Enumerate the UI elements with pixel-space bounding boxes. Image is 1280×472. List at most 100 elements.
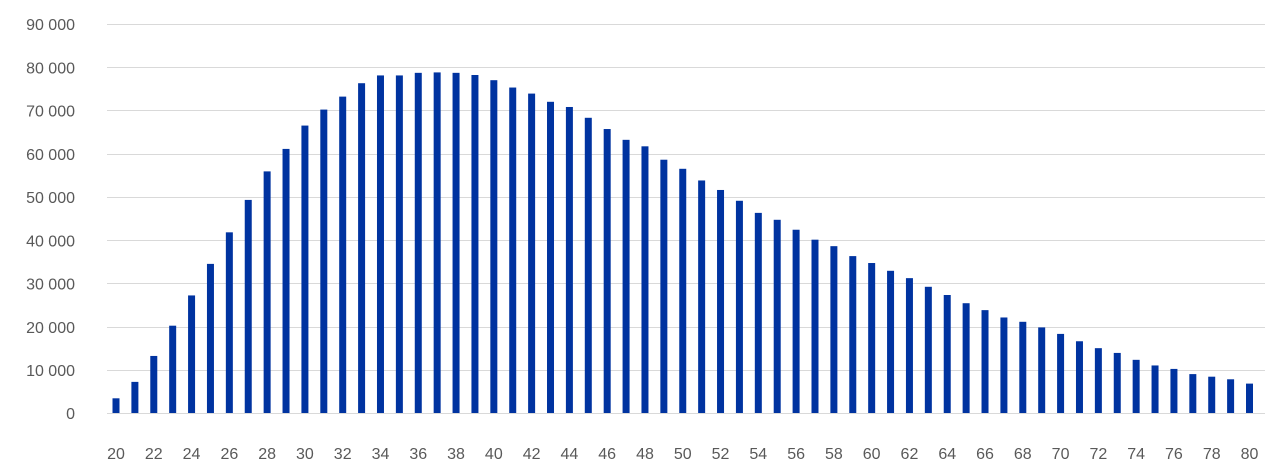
bar-24 <box>188 295 196 413</box>
bar-31 <box>320 109 328 413</box>
x-tick-label: 44 <box>561 446 579 463</box>
bar-49 <box>660 159 668 413</box>
x-axis: 20 22 24 26 28 30 32 34 36 38 40 42 44 46 48 50 52 54 56 58… <box>107 446 1258 463</box>
bar-29 <box>282 148 290 413</box>
bar-39 <box>471 75 479 413</box>
bar-35 <box>395 75 403 413</box>
y-tick-label: 60 000 <box>26 147 75 164</box>
x-tick-label: 72 <box>1089 446 1107 463</box>
bar-45 <box>584 117 592 413</box>
bar-21 <box>131 381 139 413</box>
x-tick-label: 62 <box>901 446 919 463</box>
x-tick-label: 42 <box>523 446 541 463</box>
x-tick-label: 40 <box>485 446 503 463</box>
bar-42 <box>528 93 536 414</box>
y-tick-label: 50 000 <box>26 190 75 207</box>
y-tick-label: 20 000 <box>26 320 75 337</box>
x-tick-label: 80 <box>1241 446 1259 463</box>
bar-50 <box>679 168 687 413</box>
y-axis: 0 10 000 20 000 30 000 40 000 50 000 60 000 70 … <box>26 17 75 423</box>
bar-22 <box>150 355 158 413</box>
bar-77 <box>1189 374 1197 413</box>
x-tick-label: 70 <box>1052 446 1070 463</box>
bar-58 <box>830 246 838 413</box>
bar-36 <box>414 72 422 413</box>
x-tick-label: 74 <box>1127 446 1145 463</box>
bar-59 <box>849 256 857 413</box>
bar-25 <box>206 263 214 413</box>
bar-66 <box>981 310 989 413</box>
bar-40 <box>490 80 498 413</box>
bar-70 <box>1057 333 1065 413</box>
bar-44 <box>565 106 573 413</box>
x-tick-label: 54 <box>749 446 767 463</box>
x-tick-label: 30 <box>296 446 314 463</box>
x-tick-label: 68 <box>1014 446 1032 463</box>
y-tick-label: 80 000 <box>26 60 75 77</box>
bar-71 <box>1075 341 1083 413</box>
bar-74 <box>1132 359 1140 413</box>
y-tick-label: 40 000 <box>26 233 75 250</box>
bar-73 <box>1113 352 1121 413</box>
bar-64 <box>943 295 951 413</box>
bar-32 <box>339 96 347 413</box>
y-tick-label: 0 <box>66 406 75 423</box>
bars <box>112 72 1253 414</box>
x-tick-label: 34 <box>372 446 390 463</box>
bar-54 <box>754 212 762 413</box>
bar-26 <box>225 232 233 413</box>
bar-65 <box>962 303 970 413</box>
bar-47 <box>622 139 630 413</box>
x-tick-label: 32 <box>334 446 352 463</box>
bar-51 <box>698 180 706 413</box>
x-tick-label: 20 <box>107 446 125 463</box>
x-tick-label: 76 <box>1165 446 1183 463</box>
bar-76 <box>1170 368 1178 413</box>
y-tick-label: 10 000 <box>26 363 75 380</box>
bar-80 <box>1246 383 1253 413</box>
bar-57 <box>811 239 819 413</box>
bar-37 <box>433 72 441 414</box>
x-tick-label: 24 <box>183 446 201 463</box>
bar-30 <box>301 125 309 414</box>
x-tick-label: 22 <box>145 446 163 463</box>
y-tick-label: 90 000 <box>26 17 75 34</box>
x-tick-label: 28 <box>258 446 276 463</box>
bar-75 <box>1151 365 1159 413</box>
x-tick-label: 58 <box>825 446 843 463</box>
bar-38 <box>452 72 460 413</box>
x-tick-label: 48 <box>636 446 654 463</box>
bar-61 <box>887 270 895 413</box>
bar-55 <box>773 219 781 413</box>
x-tick-label: 26 <box>220 446 238 463</box>
bar-23 <box>169 325 177 413</box>
bar-48 <box>641 146 649 413</box>
x-tick-label: 64 <box>938 446 956 463</box>
bar-28 <box>263 171 271 413</box>
x-tick-label: 56 <box>787 446 805 463</box>
bar-78 <box>1208 376 1216 413</box>
bar-79 <box>1227 379 1235 413</box>
x-tick-label: 36 <box>409 446 427 463</box>
bar-68 <box>1019 321 1027 413</box>
y-tick-label: 30 000 <box>26 277 75 294</box>
x-tick-label: 50 <box>674 446 692 463</box>
bar-27 <box>244 199 252 413</box>
x-tick-label: 78 <box>1203 446 1221 463</box>
bar-52 <box>717 189 725 413</box>
bar-33 <box>358 83 366 413</box>
x-tick-label: 38 <box>447 446 465 463</box>
x-tick-label: 52 <box>712 446 730 463</box>
bar-67 <box>1000 317 1008 413</box>
bar-60 <box>868 263 876 413</box>
y-tick-label: 70 000 <box>26 104 75 121</box>
bar-53 <box>735 200 743 413</box>
bar-72 <box>1094 348 1102 413</box>
bar-34 <box>376 75 384 413</box>
bar-41 <box>509 87 517 413</box>
bar-56 <box>792 229 800 413</box>
bar-69 <box>1038 327 1046 413</box>
x-tick-label: 60 <box>863 446 881 463</box>
bar-20 <box>112 398 120 413</box>
